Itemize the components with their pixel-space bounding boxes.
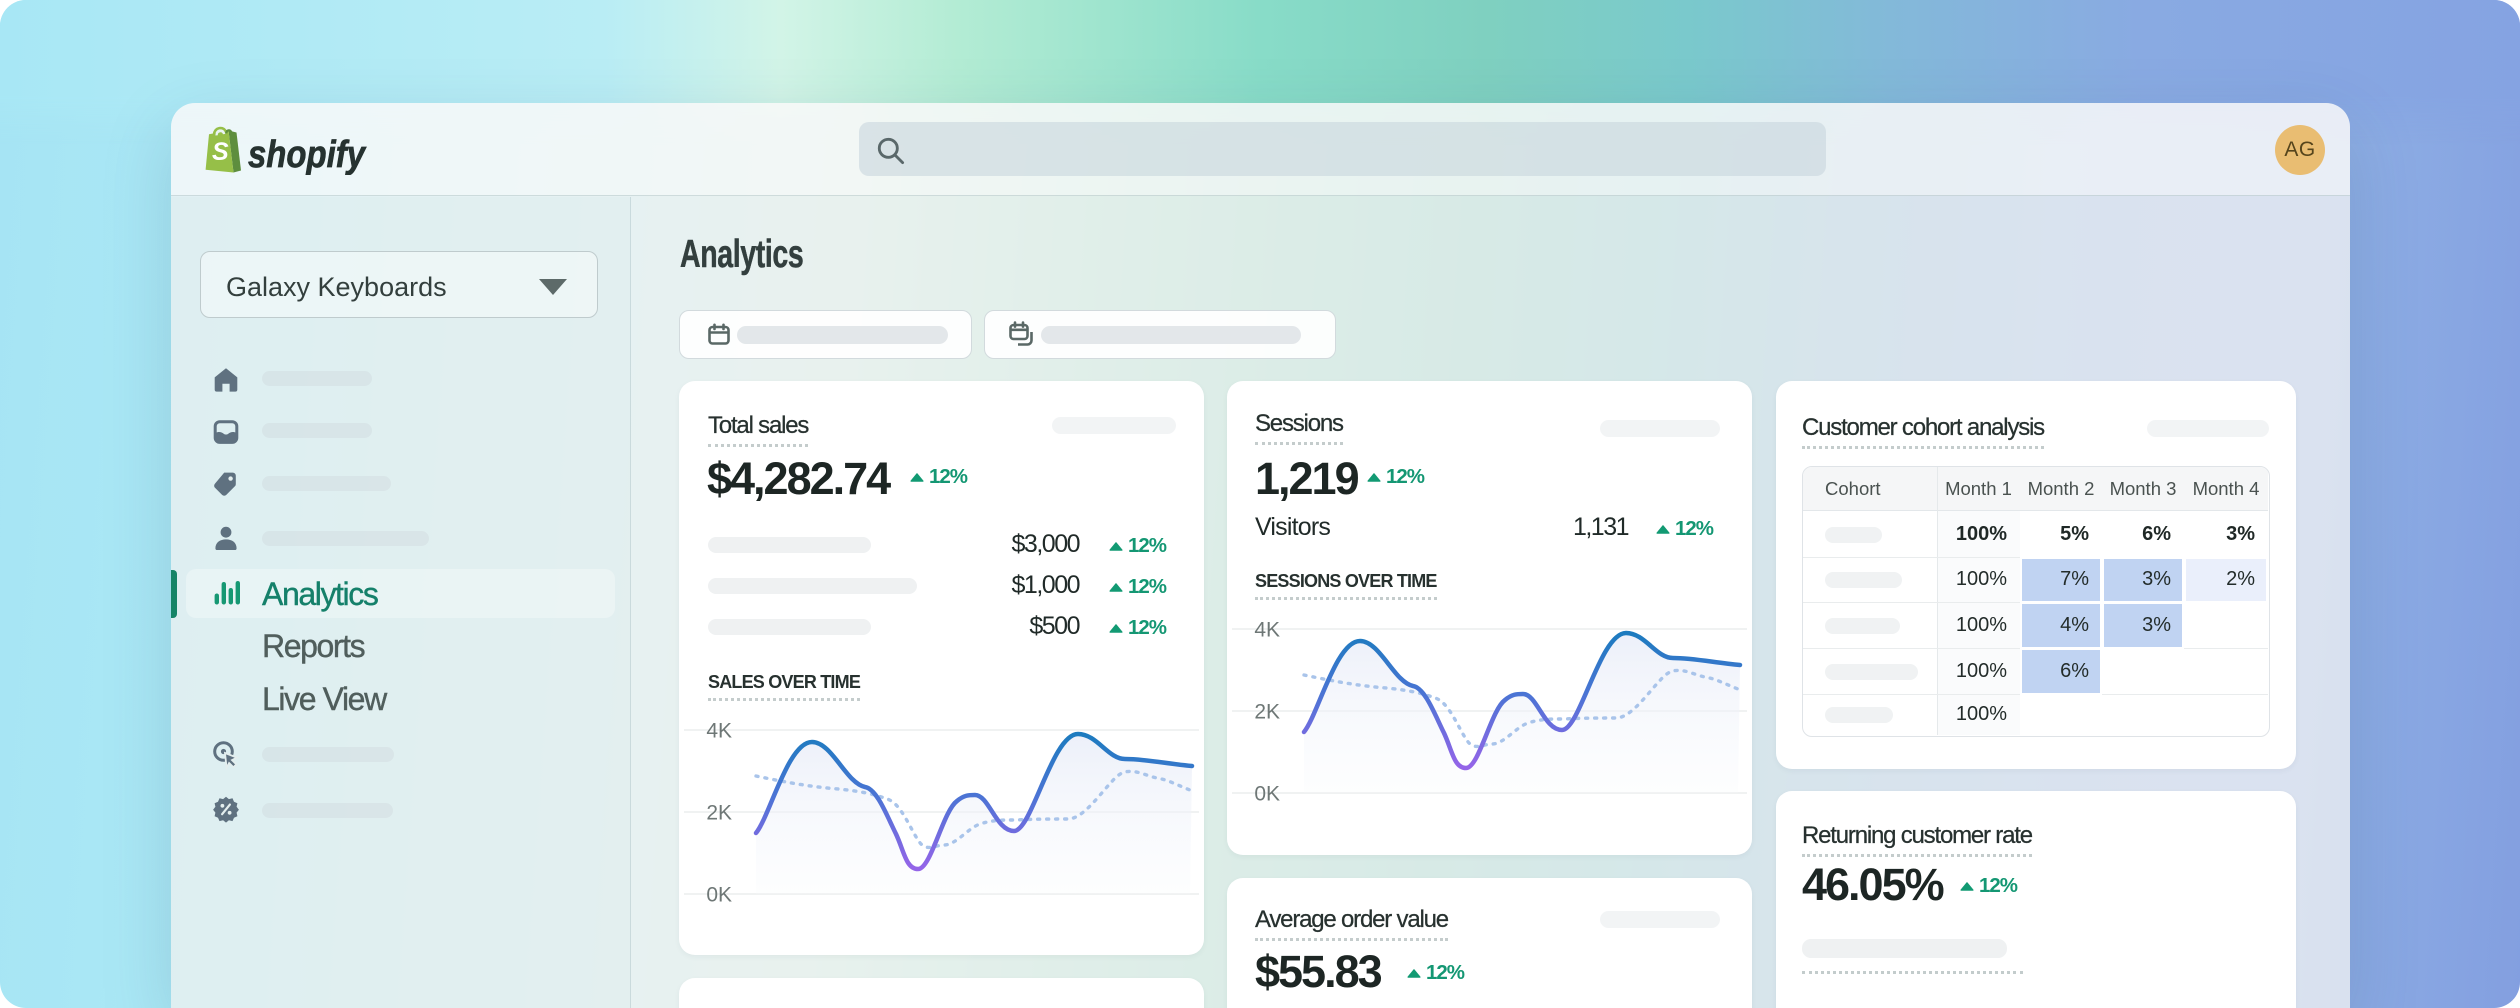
svg-text:0K: 0K — [706, 884, 732, 907]
svg-text:0K: 0K — [1254, 783, 1280, 806]
svg-text:2K: 2K — [1254, 701, 1280, 724]
svg-text:4K: 4K — [1254, 619, 1280, 642]
svg-text:shopify: shopify — [248, 134, 367, 175]
svg-text:4K: 4K — [706, 720, 732, 743]
svg-text:S: S — [212, 138, 229, 166]
svg-text:2K: 2K — [706, 802, 732, 825]
